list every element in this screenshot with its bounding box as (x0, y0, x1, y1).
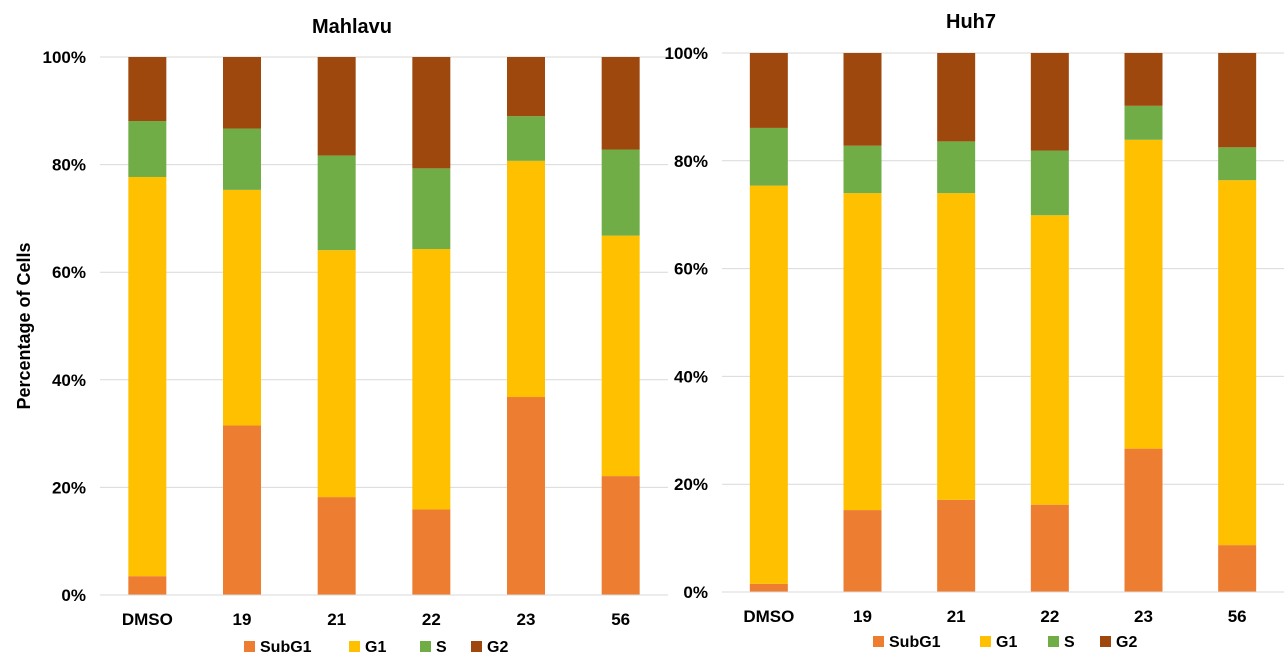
chart-1-legend-label-S: S (1064, 634, 1075, 651)
chart-1-ytick-1: 20% (674, 475, 708, 494)
chart-1-bar-23-SubG1 (1124, 448, 1163, 592)
chart-1-legend-swatch-S (1048, 636, 1059, 647)
chart-0-legend-label-SubG1: SubG1 (260, 639, 312, 656)
chart-0-bar-22-G1 (412, 249, 451, 510)
chart-1-ytick-5: 100% (665, 44, 708, 63)
chart-0-bar-DMSO-G1 (128, 176, 167, 577)
chart-1-bar-22-S (1030, 150, 1069, 216)
chart-0-bar-23-G1 (507, 160, 545, 398)
chart-1-bar-DMSO-G2 (749, 53, 788, 128)
chart-1-bar-22-SubG1 (1030, 504, 1069, 592)
chart-0-bar-19-SubG1 (223, 425, 261, 595)
chart-1-bar-21-SubG1 (937, 499, 976, 592)
chart-1-ytick-2: 40% (674, 367, 708, 386)
chart-0-legend-swatch-SubG1 (244, 641, 255, 652)
chart-1-bar-21-G1 (937, 193, 976, 500)
chart-0-ytick-0: 0% (61, 586, 86, 605)
chart-0-ytick-4: 80% (52, 156, 86, 175)
chart-1-legend-label-G2: G2 (1116, 634, 1137, 651)
chart-0-bar-19-G2 (223, 57, 261, 129)
chart-1-bar-DMSO-S (749, 127, 788, 186)
chart-0-bar-22-G2 (412, 57, 451, 169)
chart-1-ytick-0: 0% (683, 583, 708, 602)
chart-0-ylabel: Percentage of Cells (14, 242, 34, 409)
chart-0-bar-21-G1 (317, 250, 356, 498)
chart-1-bar-56-SubG1 (1218, 545, 1257, 592)
chart-1-bar-22-G1 (1030, 215, 1069, 505)
chart-1-bar-56-G2 (1218, 53, 1257, 148)
chart-1-legend-swatch-G1 (980, 636, 991, 647)
chart-0-bar-DMSO-S (128, 121, 167, 177)
chart-0-bar-56-G2 (601, 57, 640, 150)
chart-1-bar-19-S (843, 145, 882, 194)
chart-0-ytick-5: 100% (43, 48, 86, 67)
chart-1-bar-56-G1 (1218, 180, 1257, 546)
chart-0-xtick-4: 23 (517, 610, 536, 629)
chart-0-bar-21-S (317, 155, 356, 251)
chart-1-bar-19-G2 (843, 53, 882, 146)
chart-1-xtick-4: 23 (1134, 607, 1153, 626)
chart-1-xtick-3: 22 (1040, 607, 1059, 626)
chart-1-ytick-3: 60% (674, 260, 708, 279)
chart-1-xtick-0: DMSO (743, 607, 794, 626)
chart-1-bar-DMSO-G1 (749, 185, 788, 584)
chart-0-bar-DMSO-G2 (128, 57, 167, 122)
chart-0-legend-label-G2: G2 (487, 639, 508, 656)
chart-1-legend-swatch-G2 (1100, 636, 1111, 647)
chart-1-legend-label-G1: G1 (996, 634, 1017, 651)
chart-0-legend-swatch-S (420, 641, 431, 652)
chart-0-bar-23-G2 (507, 57, 545, 117)
chart-0-bar-22-SubG1 (412, 509, 451, 595)
chart-0-xtick-0: DMSO (122, 610, 173, 629)
chart-1-xtick-2: 21 (947, 607, 966, 626)
chart-1-bar-23-S (1124, 105, 1163, 140)
chart-0-xtick-2: 21 (327, 610, 346, 629)
chart-0-bar-22-S (412, 168, 451, 250)
chart-1-xtick-5: 56 (1228, 607, 1247, 626)
chart-1-bar-19-SubG1 (843, 510, 882, 592)
chart-0-bar-DMSO-SubG1 (128, 576, 167, 595)
chart-1-bar-21-S (937, 141, 976, 194)
chart-0-bar-56-G1 (601, 235, 640, 477)
chart-0-legend-swatch-G1 (349, 641, 360, 652)
chart-0-bar-19-S (223, 128, 261, 190)
chart-1-bar-56-S (1218, 147, 1257, 181)
chart-0-legend-swatch-G2 (471, 641, 482, 652)
chart-0-bar-56-SubG1 (601, 476, 640, 595)
chart-0-xtick-3: 22 (422, 610, 441, 629)
chart-0-ytick-2: 40% (52, 371, 86, 390)
chart-1-bar-19-G1 (843, 193, 882, 511)
chart-1-legend-swatch-SubG1 (873, 636, 884, 647)
chart-1-ytick-4: 80% (674, 152, 708, 171)
chart-1-bar-DMSO-SubG1 (749, 583, 788, 592)
chart-1-bar-23-G1 (1124, 139, 1163, 449)
chart-1-xtick-1: 19 (853, 607, 872, 626)
chart-0-xtick-1: 19 (233, 610, 252, 629)
chart-1-bar-22-G2 (1030, 53, 1069, 151)
chart-0-xtick-5: 56 (611, 610, 630, 629)
chart-1-legend-label-SubG1: SubG1 (889, 634, 941, 651)
chart-1-bar-21-G2 (937, 53, 976, 142)
chart-1-bar-23-G2 (1124, 53, 1163, 106)
chart-0-ytick-1: 20% (52, 478, 86, 497)
chart-1-title: Huh7 (946, 11, 996, 33)
chart-0-title: Mahlavu (312, 16, 392, 38)
chart-0-bar-23-S (507, 116, 545, 161)
chart-0-bar-23-SubG1 (507, 397, 545, 595)
chart-0-legend-label-G1: G1 (365, 639, 386, 656)
chart-0-bar-56-S (601, 149, 640, 236)
chart-0-legend-label-S: S (436, 639, 447, 656)
chart-0-bar-21-SubG1 (317, 497, 356, 595)
chart-0-bar-19-G1 (223, 189, 261, 426)
chart-0-bar-21-G2 (317, 57, 356, 156)
chart-0-ytick-3: 60% (52, 263, 86, 282)
